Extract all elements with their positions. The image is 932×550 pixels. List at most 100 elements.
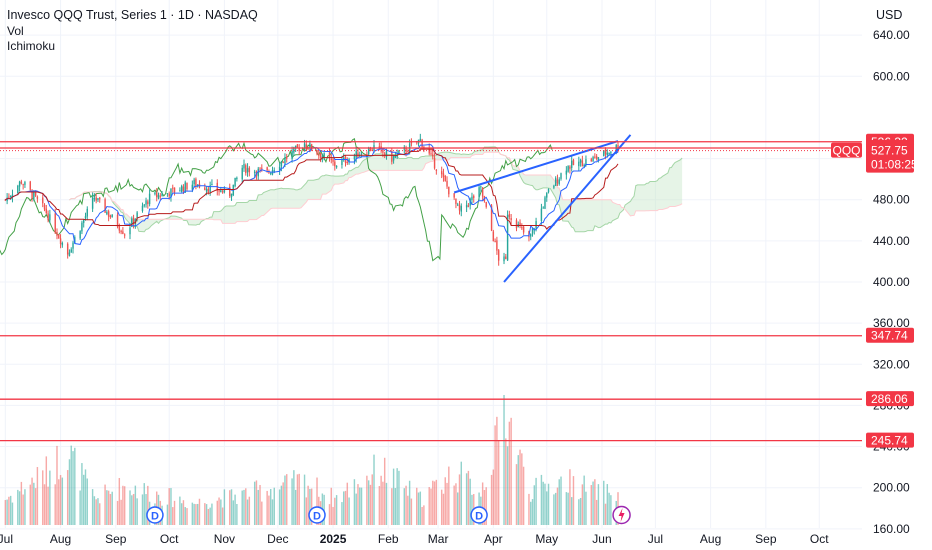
candle-body: [481, 187, 484, 197]
candle-body: [606, 152, 609, 156]
candle-body: [170, 188, 172, 198]
volume-bar: [298, 473, 300, 525]
volume-bar: [182, 500, 185, 525]
time-axis[interactable]: Jul Aug Sep Oct Nov Dec 2025 Feb Mar Apr May Jun Jul…: [0, 532, 829, 546]
symbol-tag[interactable]: QQQ: [831, 142, 862, 158]
candle-body: [530, 234, 532, 237]
lightning-icon[interactable]: [612, 505, 631, 525]
candle-body: [66, 243, 69, 255]
price-axis[interactable]: 640.00600.00520.00480.00440.00400.00360.…: [862, 0, 932, 550]
candle-body: [334, 161, 336, 167]
candle-body: [122, 231, 124, 235]
candle-body: [471, 196, 473, 200]
time-tick-label: Jul: [0, 532, 13, 546]
volume-bar: [567, 492, 569, 525]
volume-bar: [33, 482, 35, 525]
volume-bar: [245, 488, 247, 525]
volume-bar: [380, 475, 382, 525]
volume-bar: [29, 484, 31, 525]
candle-body: [407, 151, 409, 153]
symbol-title[interactable]: Invesco QQQ Trust, Series 1 · 1D · NASDA…: [7, 8, 258, 22]
volume-bar: [6, 499, 8, 525]
volume-bar: [141, 494, 144, 525]
volume-bar: [218, 497, 220, 525]
volume-bar: [91, 489, 94, 525]
symbol-tag-bg: [831, 142, 862, 158]
candle-body: [166, 193, 169, 195]
candle-body: [494, 241, 496, 243]
volume-bar: [84, 469, 87, 525]
volume-bar: [458, 474, 461, 525]
candle-body: [111, 214, 113, 217]
volume-bar: [82, 474, 85, 525]
volume-bar: [95, 499, 97, 525]
candle-body: [20, 181, 23, 184]
volume-bar: [446, 482, 448, 525]
volume-bar: [268, 495, 270, 525]
trendline-1[interactable]: [453, 140, 619, 194]
volume-bar: [309, 488, 311, 525]
dividend-marker[interactable]: D: [308, 506, 326, 524]
volume-bar: [220, 499, 222, 525]
candle-body: [156, 193, 158, 198]
dividend-marker[interactable]: D: [146, 506, 164, 524]
volume-bar: [546, 491, 548, 525]
volume-bar: [232, 500, 235, 525]
candle-body: [246, 168, 249, 173]
trendline-2[interactable]: [503, 134, 632, 283]
indicator-vol-label[interactable]: Vol: [7, 23, 24, 38]
volume-bar: [330, 487, 332, 525]
volume-bar: [569, 469, 571, 525]
volume-bar: [104, 484, 106, 525]
indicator-ichimoku-label[interactable]: Ichimoku: [7, 39, 56, 53]
price-tick-label: 320.00: [873, 357, 910, 371]
volume-bar: [519, 449, 521, 525]
currency-label[interactable]: USD: [876, 8, 903, 22]
volume-bar: [433, 481, 436, 525]
candle-body: [592, 157, 594, 162]
candle-body: [186, 182, 188, 190]
candle-body: [615, 145, 617, 153]
candle-body: [343, 157, 345, 160]
volume-bar: [221, 507, 224, 525]
volume-bar: [99, 503, 101, 525]
candle-body: [332, 158, 334, 162]
volume-bar: [465, 473, 468, 525]
candle-body: [521, 227, 523, 229]
volume-bar: [307, 485, 309, 525]
time-tick-label: Nov: [214, 532, 235, 546]
candle-body: [590, 159, 593, 162]
candle-body: [473, 195, 475, 199]
volume-bar: [66, 470, 69, 525]
volume-bar: [355, 493, 357, 525]
volume-bar: [442, 493, 445, 525]
volume-bar: [79, 490, 81, 525]
candle-body: [269, 173, 272, 175]
candle-body: [17, 185, 19, 194]
volume-bar: [147, 485, 149, 525]
candle-body: [204, 187, 206, 191]
volume-bar: [173, 500, 176, 525]
candle-body: [54, 213, 56, 233]
volume-bar: [455, 483, 457, 525]
volume-bar: [353, 479, 356, 525]
candle-body: [107, 211, 110, 217]
candle-body: [211, 184, 213, 186]
level-badge-text: 245.74: [871, 434, 908, 448]
candle-body: [116, 214, 119, 227]
volume-bar: [542, 481, 544, 525]
volume-bar: [535, 477, 537, 525]
volume-bar: [560, 476, 562, 525]
time-tick-label: Sep: [105, 532, 127, 546]
candle-body: [86, 208, 88, 217]
candle-body: [257, 168, 259, 177]
volume-bar: [430, 488, 432, 525]
dividend-marker[interactable]: D: [470, 506, 488, 524]
candle-body: [492, 231, 495, 242]
candle-body: [506, 214, 509, 261]
volume-bar: [494, 425, 496, 525]
volume-bar: [47, 486, 49, 525]
candle-body: [68, 252, 71, 257]
